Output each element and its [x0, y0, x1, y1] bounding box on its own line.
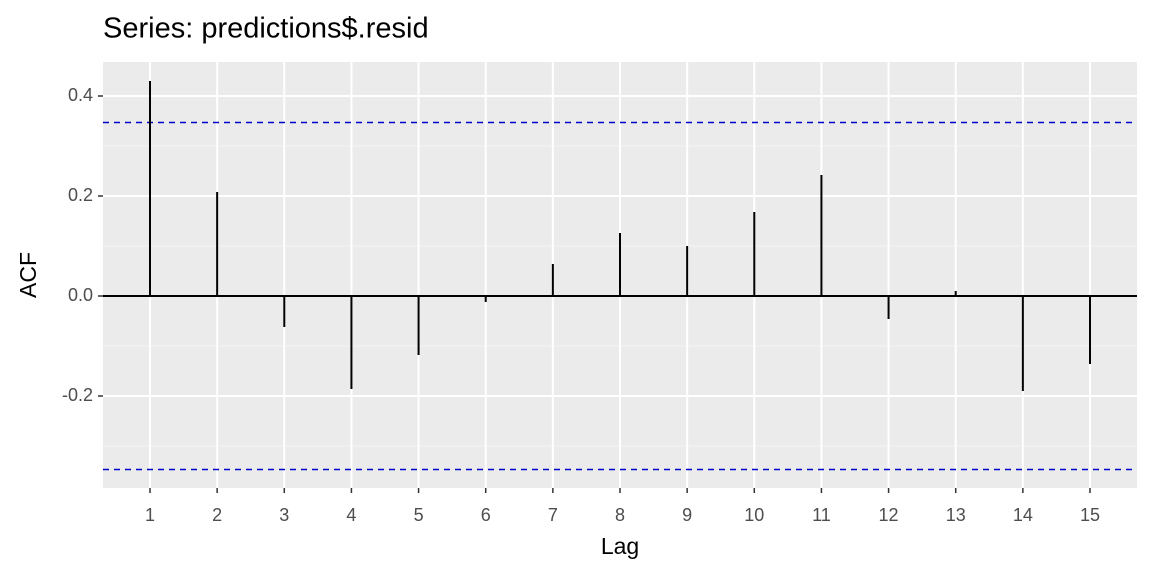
- x-axis-title: Lag: [601, 533, 639, 559]
- y-tick-label: 0.4: [68, 85, 93, 105]
- x-tick-label: 11: [812, 505, 831, 525]
- x-tick-label: 12: [879, 505, 899, 525]
- x-tick-label: 14: [1013, 505, 1033, 525]
- x-tick-label: 3: [279, 505, 289, 525]
- x-tick-label: 13: [946, 505, 966, 525]
- x-tick-label: 4: [346, 505, 356, 525]
- x-tick-label: 15: [1080, 505, 1100, 525]
- y-tick-label: -0.2: [62, 385, 93, 405]
- x-tick-label: 2: [212, 505, 222, 525]
- chart-title: Series: predictions$.resid: [103, 13, 429, 45]
- x-tick-label: 6: [481, 505, 491, 525]
- x-tick-label: 5: [414, 505, 424, 525]
- y-tick-label: 0.0: [68, 285, 93, 305]
- x-tick-label: 1: [145, 505, 155, 525]
- x-tick-label: 9: [682, 505, 692, 525]
- x-tick-label: 7: [548, 505, 558, 525]
- x-tick-label: 8: [615, 505, 625, 525]
- y-tick-label: 0.2: [68, 185, 93, 205]
- y-axis-title: ACF: [15, 252, 41, 298]
- x-tick-label: 10: [744, 505, 764, 525]
